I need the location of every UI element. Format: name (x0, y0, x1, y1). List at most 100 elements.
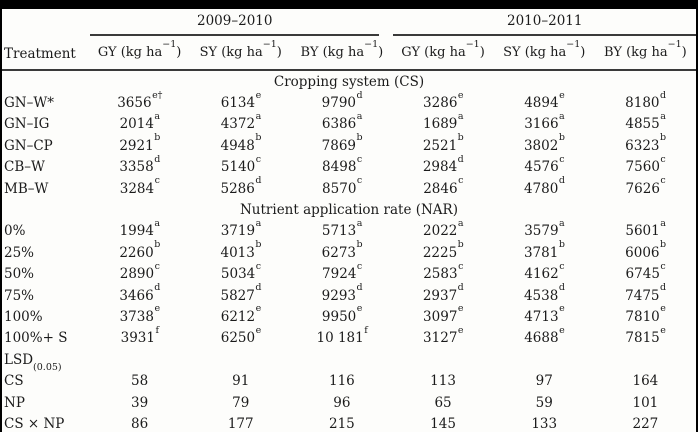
measure-header: BY (kg ha−1) (594, 36, 696, 71)
value-cell: 3738e (119, 303, 161, 325)
table-row: 100%+ S 3931f 6250e 10 181f 3127e 4688e 7815e (2, 324, 696, 349)
table-row: GN–IG 2014a 4372a 6386a 1689a 3166a 4855a (2, 110, 696, 135)
significance-superscript: c (458, 260, 464, 272)
value-cell: 5034c (220, 260, 262, 283)
value-cell: 6273b (321, 239, 363, 261)
measure-header: GY (kg ha−1) (89, 36, 191, 71)
significance-superscript: d (356, 89, 363, 101)
value-cell: 3781b (523, 239, 565, 261)
value-cell: 2890c (119, 260, 160, 283)
section-header: Cropping system (CS) (273, 73, 425, 90)
significance-superscript: d (660, 282, 667, 294)
value-cell: 164 (632, 373, 659, 390)
significance-superscript: f (364, 324, 368, 336)
value-cell: 91 (232, 373, 250, 390)
value-cell: 97 (535, 373, 553, 390)
value-cell: 96 (333, 394, 351, 411)
significance-superscript: e (457, 324, 464, 336)
row-label: 100%+ S (4, 330, 68, 347)
significance-superscript: a (660, 217, 666, 229)
value-cell: 7869b (321, 132, 363, 154)
measure-header: SY (kg ha−1) (190, 36, 292, 71)
significance-superscript: a (559, 217, 565, 229)
treatment-column-header: Treatment (2, 9, 89, 71)
significance-superscript: b (255, 239, 262, 251)
measure-header: GY (kg ha−1) (392, 36, 494, 71)
table-row: 25% 2260b 4013b 6273b 2225b 3781b 6006b (2, 239, 696, 263)
significance-superscript: f (155, 324, 160, 336)
table-row: 0% 1994a 3719a 5713a 2022a 3579a 5601a (2, 217, 696, 242)
significance-superscript: d (660, 89, 667, 101)
row-label: GN–W* (4, 95, 54, 112)
measure-header-row: GY (kg ha−1) SY (kg ha−1) BY (kg ha−1) GY (… (2, 36, 696, 71)
row-label: 0% (4, 223, 26, 240)
significance-superscript: d (154, 153, 161, 165)
row-label: 25% (4, 244, 35, 261)
significance-superscript: d (558, 282, 565, 294)
value-cell: 6134e (220, 89, 262, 112)
empty-cell (494, 349, 595, 370)
significance-superscript: d (457, 282, 464, 294)
empty-cell (595, 349, 696, 370)
significance-superscript: a (154, 217, 161, 229)
row-label: CB–W (4, 159, 45, 176)
table-row: MB–W 3284c 5286d 8570c 2846c 4780d 7626c (2, 175, 696, 199)
significance-superscript: c (154, 175, 160, 187)
value-cell: 1689a (423, 110, 464, 133)
empty-cell (190, 349, 291, 370)
value-cell: 2521b (422, 132, 464, 154)
row-label: GN–CP (4, 137, 53, 154)
significance-superscript: e (559, 89, 565, 101)
value-cell: 7815e (625, 324, 666, 347)
value-cell: 3802b (523, 132, 565, 154)
value-cell: 215 (329, 415, 355, 432)
value-cell: 7626c (625, 175, 666, 197)
value-cell: 7810e (625, 303, 666, 325)
value-cell: 3358d (119, 153, 161, 176)
value-cell: 2921b (119, 132, 161, 154)
value-cell: 4538d (523, 282, 565, 304)
value-cell: 145 (430, 415, 456, 432)
significance-superscript: c (255, 153, 262, 165)
row-label: 100% (4, 308, 43, 325)
value-cell: 3284c (119, 175, 160, 197)
row-label: CS × NP (4, 415, 65, 432)
yield-results-table: Treatment 2009–2010 2010–2011 GY (kg ha−… (2, 9, 696, 432)
value-cell: 4713e (524, 303, 565, 325)
value-cell: 2022a (423, 217, 464, 240)
significance-superscript: e (660, 303, 666, 315)
table-row: GN–CP 2921b 4948b 7869b 2521b 3802b 6323b (2, 132, 696, 156)
value-cell: 6745c (625, 260, 666, 283)
year-group-label: 2010–2011 (393, 13, 696, 36)
significance-superscript: e (255, 89, 262, 101)
value-cell: 2846c (423, 175, 464, 197)
table-row: CS × NP 86 177 215 145 133 227 (2, 413, 696, 432)
row-label: 50% (4, 266, 35, 283)
value-cell: 133 (531, 415, 558, 432)
significance-superscript: b (356, 132, 363, 144)
table-row: 50% 2890c 5034c 7924c 2583c 4162c 6745c (2, 260, 696, 285)
value-cell: 8180d (625, 89, 667, 112)
significance-superscript: d (255, 175, 262, 187)
value-cell: 7924c (322, 260, 363, 283)
significance-superscript: b (255, 132, 262, 144)
value-cell: 1994a (119, 217, 161, 240)
significance-superscript: a (559, 110, 565, 122)
significance-superscript: a (356, 217, 363, 229)
value-cell: 5286d (220, 175, 262, 197)
row-label: MB–W (4, 180, 49, 197)
significance-superscript: e (154, 303, 161, 315)
row-label: NP (4, 394, 25, 411)
table-row: 100% 3738e 6212e 9950e 3097e 4713e 7810e (2, 303, 696, 327)
value-cell: 4948b (220, 132, 262, 154)
value-cell: 8570c (322, 175, 363, 197)
value-cell: 6006b (625, 239, 667, 261)
measure-header: BY (kg ha−1) (291, 36, 393, 71)
value-cell: 113 (430, 373, 456, 390)
value-cell: 65 (434, 394, 452, 411)
significance-superscript: e (255, 324, 262, 336)
value-cell: 4688e (524, 324, 565, 347)
significance-superscript: c (154, 260, 160, 272)
value-cell: 79 (232, 394, 250, 411)
value-cell: 9293d (321, 282, 363, 304)
